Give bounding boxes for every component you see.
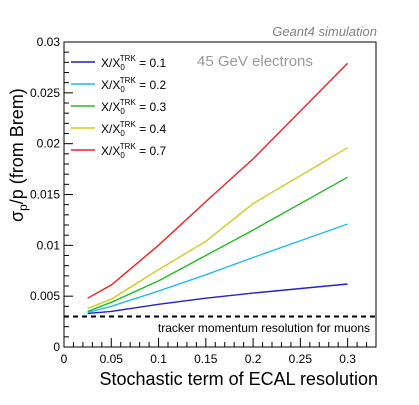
x-tick-label: 0.15 <box>194 352 218 366</box>
y-axis: 0.005 0.01 0.015 0.02 0.025 0.03 0 <box>30 35 73 354</box>
legend-entry-text: X/X <box>101 144 120 158</box>
legend-entry: X/X0TRK = 0.2 <box>101 76 166 94</box>
x-tick-label: 0.2 <box>245 352 262 366</box>
series-group <box>87 62 349 315</box>
legend-entry-text: X/X <box>101 122 120 136</box>
y-tick-label: 0.03 <box>37 35 61 49</box>
series-line <box>87 223 348 314</box>
legend-entry-superscript: TRK <box>120 98 137 107</box>
x-axis-title: Stochastic term of ECAL resolution <box>100 369 378 389</box>
legend-entry-value: = 0.1 <box>136 56 167 70</box>
legend-entry: X/X0TRK = 0.1 <box>101 54 166 72</box>
legend-entry: X/X0TRK = 0.7 <box>101 142 166 160</box>
legend-entry-superscript: TRK <box>120 76 137 85</box>
legend-entry-subscript: 0 <box>120 129 125 138</box>
legend-entry-subscript: 0 <box>120 151 125 160</box>
energy-annotation: 45 GeV electrons <box>197 53 313 70</box>
legend-entry: X/X0TRK = 0.4 <box>101 120 166 138</box>
legend-entry-text: X/X <box>101 100 120 114</box>
series-line <box>87 147 348 310</box>
y-axis-title-main: σ <box>7 211 27 222</box>
y-tick-label-zero: 0 <box>53 340 60 354</box>
legend-entry-subscript: 0 <box>120 107 125 116</box>
legend-entry-text: X/X <box>101 78 120 92</box>
y-axis-title: σp/p (from Brem) <box>7 88 30 222</box>
series-line <box>87 283 348 315</box>
reference-line-label: tracker momentum resolution for muons <box>158 321 370 335</box>
x-tick-label: 0.1 <box>150 352 167 366</box>
y-tick-label: 0.01 <box>37 238 61 252</box>
y-axis-title-sub: p <box>16 204 30 211</box>
y-axis-title-rest: /p (from Brem) <box>7 88 27 204</box>
legend-entry-superscript: TRK <box>120 120 137 129</box>
series-line <box>87 62 349 299</box>
simulation-label: Geant4 simulation <box>272 24 377 39</box>
y-tick-label: 0.005 <box>30 289 60 303</box>
y-tick-label: 0.015 <box>30 188 60 202</box>
x-axis: 0.05 0.1 0.15 0.2 0.25 0.3 0 <box>61 338 377 366</box>
legend-entry-text: X/X <box>101 56 120 70</box>
legend-entry-superscript: TRK <box>120 54 137 63</box>
y-tick-label: 0.02 <box>37 137 61 151</box>
legend-entry-value: = 0.4 <box>136 122 167 136</box>
legend-entry-superscript: TRK <box>120 142 137 151</box>
legend-entry-value: = 0.7 <box>136 144 167 158</box>
x-tick-label: 0.05 <box>100 352 124 366</box>
series-line <box>87 176 348 313</box>
y-tick-label: 0.025 <box>30 86 60 100</box>
legend-entry-subscript: 0 <box>120 63 125 72</box>
legend: X/X0TRK = 0.1X/X0TRK = 0.2X/X0TRK = 0.3X… <box>71 54 166 160</box>
legend-entry-value: = 0.2 <box>136 78 167 92</box>
legend-entry-subscript: 0 <box>120 85 125 94</box>
legend-entry: X/X0TRK = 0.3 <box>101 98 166 116</box>
x-tick-label: 0.25 <box>289 352 313 366</box>
legend-entry-value: = 0.3 <box>136 100 167 114</box>
x-tick-label: 0.3 <box>339 352 356 366</box>
x-tick-label-zero: 0 <box>61 352 68 366</box>
